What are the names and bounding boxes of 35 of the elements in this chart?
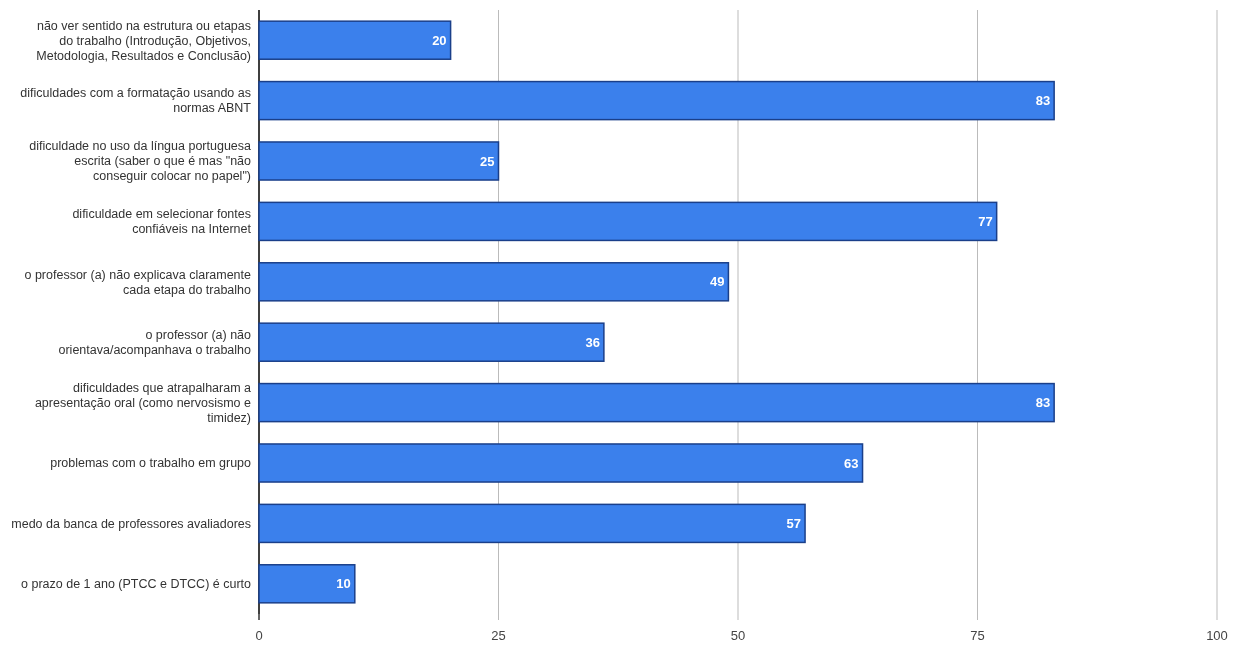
bar [258,201,998,242]
bar [258,564,356,604]
y-tick-label: não ver sentido na estrutura ou etapas do trabalho (Introdução, Objetivos, Metodologia, Resultados e Conclusão) [36,18,251,63]
y-tick-label: o professor (a) não orientava/acompanhava o trabalho [58,328,252,358]
data-label: 49 [709,274,725,290]
bar [258,80,1055,121]
x-tick-label: 50 [730,628,746,643]
data-label: 77 [978,213,993,229]
data-label: 83 [1035,93,1051,109]
bar [258,322,605,362]
y-tick-label: o professor (a) não explicava claramente cada etapa do trabalho [24,267,252,297]
y-tick-label: medo da banca de professores avaliadores [11,516,251,531]
y-tick-label: dificuldade em selecionar fontes confiáveis na Internet [72,207,252,237]
bar [258,503,806,544]
x-tick-label: 25 [491,628,506,643]
bar [258,262,730,302]
x-tick-label: 0 [255,628,263,643]
x-tick-label: 75 [970,628,985,643]
data-label: 57 [786,515,802,531]
data-label: 83 [1035,395,1051,411]
bar [258,141,500,181]
data-label: 10 [336,576,351,592]
data-label: 36 [585,334,600,350]
bar [258,443,864,483]
y-tick-label: dificuldades com a formatação usando as normas ABNT [20,86,252,116]
bar [258,382,1055,423]
y-tick-label: o prazo de 1 ano (PTCC e DTCC) é curto [21,577,252,592]
data-label: 63 [844,455,859,471]
y-tick-label: problemas com o trabalho em grupo [50,456,252,471]
y-tick-label: dificuldades que atrapalharam a apresentação oral (como nervosismo e timidez) [34,380,252,425]
data-label: 25 [480,153,495,169]
data-label: 20 [432,32,447,48]
bar [258,20,452,60]
x-tick-label: 100 [1206,628,1228,643]
y-tick-label: dificuldade no uso da língua portuguesa escrita (saber o que é mas "não conseguir colocar no papel") [29,139,252,184]
